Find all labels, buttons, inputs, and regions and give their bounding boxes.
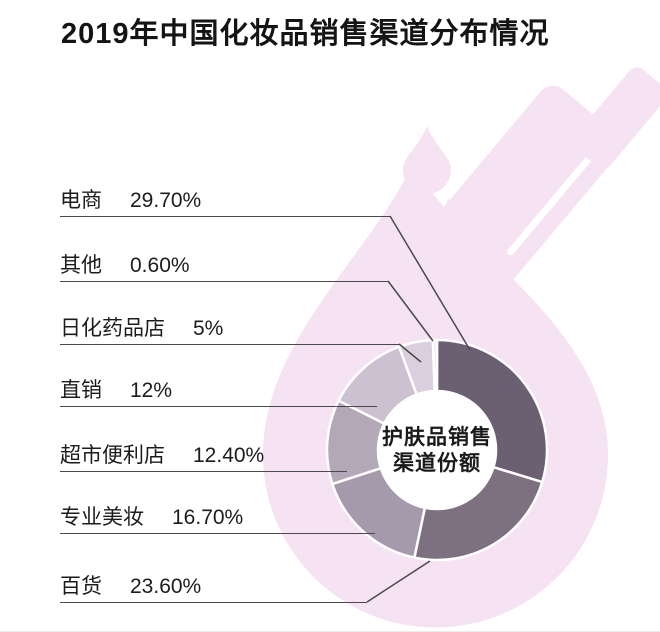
center-label-line-2: 渠道份额 — [393, 452, 481, 475]
legend-row-3: 直销 12% — [60, 379, 377, 407]
legend-label: 其他 — [60, 254, 102, 277]
watermark-bottle-body-icon — [428, 85, 622, 291]
legend-row-1: 其他 0.60% — [60, 254, 388, 282]
chart-title: 2019年中国化妆品销售渠道分布情况 — [61, 18, 550, 50]
legend-label: 电商 — [60, 189, 102, 212]
legend-value: 23.60% — [130, 575, 202, 598]
leader-lines — [366, 215, 471, 603]
legend-value: 12% — [130, 379, 173, 402]
legend-value: 5% — [193, 317, 224, 340]
watermark-small-drop-icon — [403, 126, 451, 194]
watermark-applicator-icon — [414, 197, 463, 287]
legend-row-0: 电商 29.70% — [60, 189, 390, 217]
legend-label: 日化药品店 — [60, 317, 165, 340]
legend-row-6: 百货 23.60% — [60, 575, 367, 603]
donut-segment-1 — [431, 338, 439, 393]
donut-center-label: 护肤品销售 渠道份额 — [347, 425, 527, 477]
legend-label: 超市便利店 — [60, 444, 165, 467]
watermark-bottle-highlight — [507, 144, 602, 256]
legend-label: 直销 — [60, 379, 102, 402]
donut-hole — [377, 390, 497, 510]
legend-value: 12.40% — [193, 444, 265, 467]
legend-row-4: 超市便利店 12.40% — [60, 444, 347, 472]
leader-line-drugstore — [398, 343, 422, 363]
legend-label: 百货 — [60, 575, 102, 598]
leader-line-department-store — [366, 560, 431, 603]
center-label-line-1: 护肤品销售 — [382, 426, 492, 449]
legend-row-2: 日化药品店 5% — [60, 317, 399, 345]
legend-value: 16.70% — [172, 506, 244, 529]
leader-line-other — [387, 280, 434, 342]
legend-row-5: 专业美妆 16.70% — [60, 506, 375, 534]
watermark-bottle-cap-icon — [573, 67, 660, 169]
legend-value: 29.70% — [130, 189, 202, 212]
leader-line-ecommerce — [389, 215, 471, 351]
legend-label: 专业美妆 — [60, 506, 144, 529]
legend-value: 0.60% — [130, 254, 190, 277]
